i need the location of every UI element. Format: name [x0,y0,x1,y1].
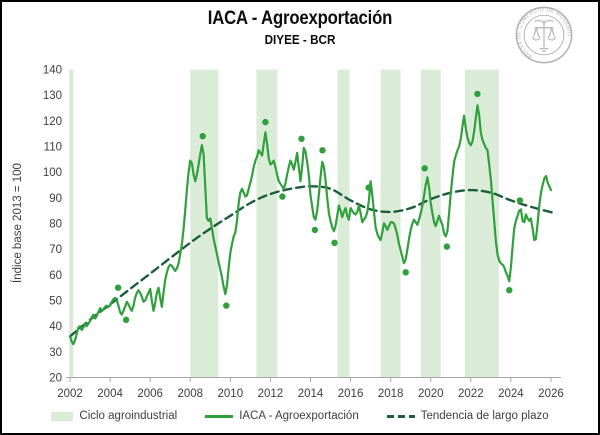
cycle-band [190,69,219,378]
cycle-band [337,69,350,378]
x-tick-label: 2008 [177,388,203,400]
turning-point-dot [298,135,305,142]
page-title: IACA - Agroexportación [207,8,393,29]
x-tick-label: 2014 [298,388,324,400]
turning-point-dot [516,197,524,204]
cycle-band-swatch [51,411,74,421]
y-tick-label: 100 [43,167,62,179]
x-tick-label: 2018 [378,388,404,400]
cycle-band [464,69,499,378]
legend-label-trend: Tendencia de largo plazo [420,410,549,422]
seal-outer-ring [515,6,573,64]
seal-inner-ring [523,14,565,56]
x-tick-label: 2022 [458,388,484,400]
y-tick-label: 40 [49,321,62,333]
x-tick-label: 2016 [338,388,364,400]
y-tick-label: 50 [49,296,62,308]
legend-label-iaca: IACA - Agroexportación [239,410,359,422]
y-tick-label: 130 [43,90,62,102]
x-tick-label: 2006 [137,388,163,400]
turning-point-dot [199,133,206,140]
bcr-seal-logo: BOLSA DE COMERCIO DE ROSARIO [515,6,573,64]
trend-dash-swatch [386,414,415,418]
cycle-band [420,69,441,378]
x-tick-label: 2004 [97,388,123,400]
legend-item-cycle: Ciclo agroindustrial [51,410,177,422]
turning-point-dot [331,239,338,246]
y-tick-label: 90 [49,193,62,205]
y-tick-label: 60 [49,270,62,282]
turning-point-dot [114,284,122,291]
y-tick-label: 80 [49,219,62,231]
y-tick-label: 120 [43,116,62,128]
turning-point-dot [506,287,513,294]
cycle-band [256,69,278,378]
y-tick-label: 140 [43,65,62,77]
cycle-band [70,69,74,378]
turning-point-dot [402,269,409,276]
turning-point-dot [122,316,130,323]
x-tick-label: 2020 [418,388,444,400]
page-subtitle: DIYEE - BCR [264,32,336,47]
turning-point-dot [421,165,428,172]
y-tick-label: 70 [49,244,62,256]
turning-point-dot [443,243,450,250]
iaca-line [68,104,553,346]
y-tick-label: 20 [49,373,62,385]
turning-point-dot [262,118,269,126]
turning-point-dot [319,147,326,154]
legend-item-iaca: IACA - Agroexportación [205,410,359,422]
x-tick-label: 2026 [538,388,564,400]
turning-point-dot [474,90,481,98]
y-tick-label: 110 [44,142,62,154]
legend: Ciclo agroindustrial IACA - Agroexportac… [2,406,598,426]
x-tick-label: 2002 [57,388,83,400]
legend-label-cycle: Ciclo agroindustrial [79,410,178,422]
scales-icon [531,19,557,52]
iaca-line-swatch [205,414,234,418]
turning-point-dot [311,226,319,234]
turning-point-dot [365,184,372,191]
legend-item-trend: Tendencia de largo plazo [386,410,549,422]
x-tick-label: 2012 [258,388,284,400]
y-tick-label: 30 [49,347,62,359]
x-tick-label: 2024 [498,388,524,400]
turning-point-dot [279,193,286,200]
x-tick-label: 2010 [218,388,244,400]
turning-point-dot [223,302,230,309]
